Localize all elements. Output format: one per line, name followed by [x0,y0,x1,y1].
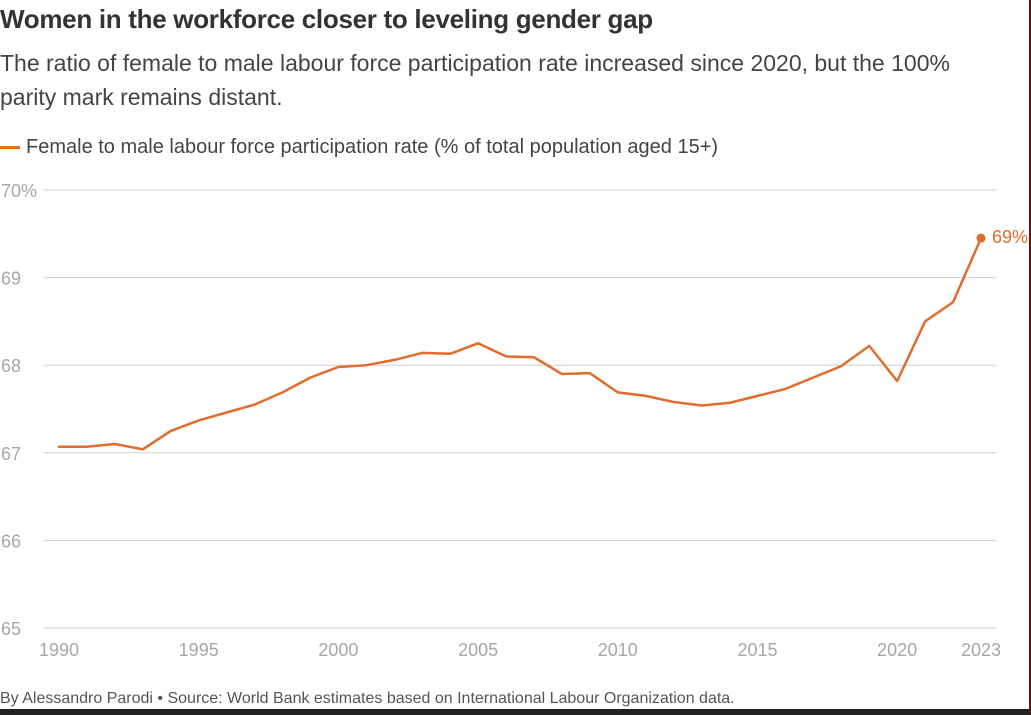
series-layer: 69% [57,227,1028,451]
y-tick-label: 70% [1,181,37,201]
y-tick-label: 69 [1,269,21,289]
y-tick-label: 66 [1,531,21,551]
legend-label: Female to male labour force participatio… [26,135,719,158]
y-axis-ticks: 65 66 67 68 69 70% [1,181,37,639]
chart-subtitle: The ratio of female to male labour force… [0,50,950,110]
x-tick-label: 2005 [458,640,498,660]
x-tick-label: 2023 [961,640,1001,660]
end-value-label: 69% [992,227,1028,247]
x-tick-label: 2010 [598,640,638,660]
y-tick-label: 67 [1,444,21,464]
x-tick-label: 1995 [179,640,219,660]
x-tick-label: 2000 [318,640,358,660]
legend: Female to male labour force participatio… [0,134,718,160]
x-tick-label: 1990 [39,640,79,660]
grid-lines [44,189,996,629]
legend-swatch [0,145,20,149]
x-tick-label: 2015 [737,640,777,660]
x-tick-label: 2020 [877,640,917,660]
y-tick-label: 68 [1,356,21,376]
source-note: By Alessandro Parodi • Source: World Ban… [0,690,735,707]
y-tick-label: 65 [1,619,21,639]
x-axis-ticks: 1990 1995 2000 2005 2010 2015 2020 2023 [39,640,1001,660]
chart-title: Women in the workforce closer to levelin… [0,4,653,34]
end-point-marker [976,233,986,243]
series-line [57,236,983,451]
line-chart: 65 66 67 68 69 70% 1990 1995 2000 2005 2010 2015 20… [1,181,1028,660]
